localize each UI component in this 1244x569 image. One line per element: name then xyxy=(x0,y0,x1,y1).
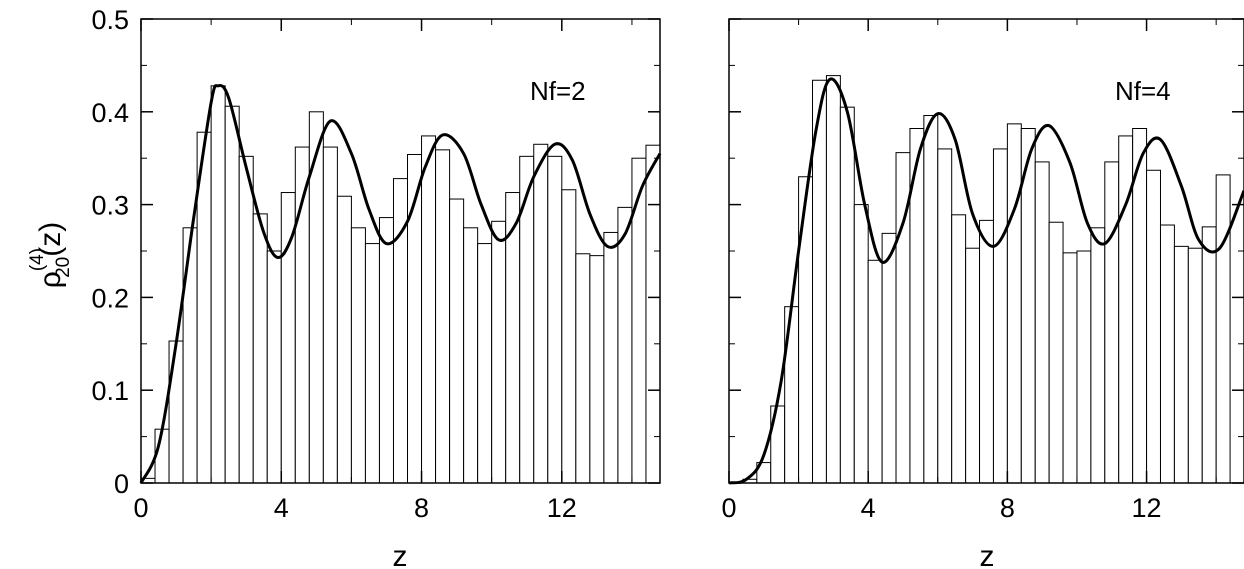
histogram-bar-nf2 xyxy=(477,243,493,484)
histogram-bar-nf2 xyxy=(449,198,465,484)
histogram-bar-nf2 xyxy=(603,231,619,484)
histogram-bar-nf2 xyxy=(322,146,338,484)
x-tick-label-nf4: 0 xyxy=(721,493,736,523)
y-axis-title-suffix: (z) xyxy=(34,222,67,257)
histogram-bar-nf2 xyxy=(182,227,198,484)
histogram-bar-nf2 xyxy=(252,213,268,484)
svg-text:ρ(4)20(z): ρ(4) 20(z) xyxy=(27,222,74,288)
x-axis-title-nf4: z xyxy=(980,540,995,569)
histogram-bar-nf4 xyxy=(1159,224,1175,484)
histogram-bar-nf4 xyxy=(1173,245,1189,484)
annotation-nf2: Nf=2 xyxy=(530,76,586,106)
histogram-bar-nf4 xyxy=(992,148,1008,484)
histogram-bar-nf2 xyxy=(589,255,605,484)
histogram-bar-nf2 xyxy=(533,143,549,484)
histogram-bar-nf2 xyxy=(350,227,366,484)
histogram-bar-nf2 xyxy=(224,105,240,484)
histogram-bar-nf4 xyxy=(853,204,869,484)
y-axis-title-subscript: 20 xyxy=(53,257,74,278)
histogram-bar-nf2 xyxy=(575,253,591,484)
histogram-bar-nf4 xyxy=(1146,169,1161,484)
histogram-bar-nf4 xyxy=(1104,161,1120,484)
fit-curve-group-nf2 xyxy=(139,83,662,484)
histogram-bar-nf4 xyxy=(1034,161,1050,484)
y-tick-label: 0.1 xyxy=(91,376,129,406)
fit-curve-nf4 xyxy=(728,77,1244,485)
histogram-bar-nf4 xyxy=(867,259,883,484)
histogram-bar-nf2 xyxy=(463,227,479,484)
histogram-bar-nf2 xyxy=(421,135,437,484)
x-axis-title-nf2: z xyxy=(393,540,408,569)
panel-nf4: 0 4 8 12 Nf=4 z xyxy=(721,18,1244,569)
histogram-bar-nf2 xyxy=(154,428,170,484)
panel-nf2: 0 4 8 12 0 0.1 0.2 0.3 0.4 0.5 Nf=2 z ρ(4) 20(z) xyxy=(27,5,662,569)
histogram-bar-nf2 xyxy=(364,243,380,484)
x-tick-label-nf2: 4 xyxy=(274,493,289,523)
histogram-bar-nf4 xyxy=(1215,174,1231,484)
y-axis-title-superscript: (4) xyxy=(27,248,48,271)
fit-curve-nf2 xyxy=(139,83,662,484)
histogram-bar-nf4 xyxy=(881,232,897,484)
histogram-bar-nf2 xyxy=(336,195,352,484)
histogram-bar-nf4 xyxy=(937,148,953,484)
x-tick-label-nf4: 12 xyxy=(1132,493,1162,523)
x-tick-label-nf4: 8 xyxy=(1000,493,1015,523)
y-axis-title-symbol: ρ xyxy=(34,271,67,288)
y-tick-label: 0.2 xyxy=(91,283,129,313)
axes-nf4: 0 4 8 12 xyxy=(721,18,1244,523)
histogram-bar-nf4 xyxy=(1006,123,1022,484)
x-tick-label-nf2: 12 xyxy=(547,493,577,523)
histogram-bar-nf4 xyxy=(839,106,855,484)
histogram-bar-nf2 xyxy=(238,155,254,484)
x-tick-label-nf2: 0 xyxy=(133,493,148,523)
histogram-bar-nf4 xyxy=(798,176,814,484)
y-axis-title: ρ(4) 20(z) xyxy=(27,222,74,288)
histogram-bar-nf4 xyxy=(979,219,994,484)
axes-nf2: 0 4 8 12 0 0.1 0.2 0.3 0.4 0.5 xyxy=(91,5,661,523)
labels-nf2: Nf=2 z ρ(4) 20(z) xyxy=(27,76,586,569)
histogram-bar-nf4 xyxy=(1090,227,1106,484)
histogram-bar-nf2 xyxy=(547,155,563,484)
histogram-bar-nf2 xyxy=(561,189,577,484)
histogram-bar-nf4 xyxy=(1062,252,1078,484)
histogram-bar-nf2 xyxy=(645,144,661,484)
histogram-bars-nf2 xyxy=(140,85,661,484)
y-tick-label: 0.4 xyxy=(91,98,129,128)
histogram-bar-nf4 xyxy=(965,247,981,484)
annotation-nf4: Nf=4 xyxy=(1115,76,1171,106)
histogram-bar-nf2 xyxy=(266,250,282,484)
histogram-bar-nf4 xyxy=(1187,247,1203,484)
histogram-bar-nf2 xyxy=(617,206,633,484)
histogram-bar-nf4 xyxy=(1076,250,1092,484)
histogram-bar-nf2 xyxy=(491,220,507,484)
histogram-bar-nf2 xyxy=(435,149,451,484)
fit-curve-group-nf4 xyxy=(728,77,1244,485)
y-tick-label: 0 xyxy=(114,469,129,499)
histogram-bar-nf4 xyxy=(1201,226,1217,484)
histogram-bar-nf4 xyxy=(923,115,939,484)
histogram-bar-nf2 xyxy=(378,217,394,484)
x-tick-label-nf2: 8 xyxy=(414,493,429,523)
histogram-bar-nf4 xyxy=(951,214,967,484)
labels-nf4: Nf=4 z xyxy=(980,76,1171,569)
y-tick-label: 0.5 xyxy=(91,5,129,35)
histogram-bar-nf4 xyxy=(825,75,841,484)
x-tick-label-nf4: 4 xyxy=(861,493,876,523)
histogram-bar-nf2 xyxy=(210,85,226,484)
y-tick-label: 0.3 xyxy=(91,191,129,221)
histogram-bar-nf2 xyxy=(168,340,184,484)
histogram-bar-nf4 xyxy=(1048,221,1064,484)
